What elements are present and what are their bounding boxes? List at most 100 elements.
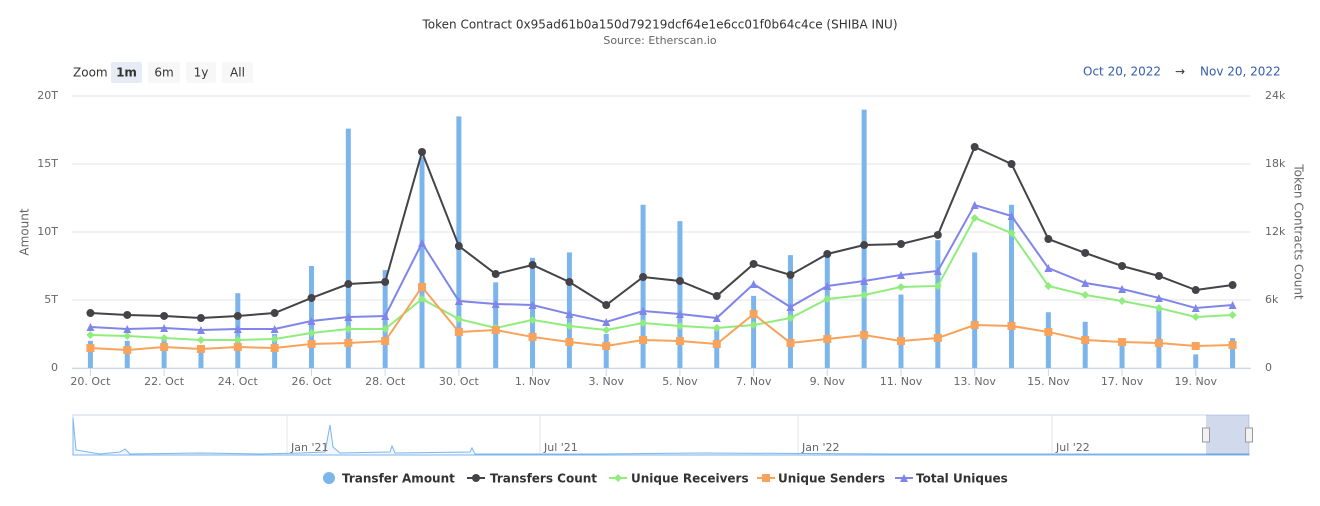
- marker: [123, 325, 132, 334]
- marker: [86, 344, 95, 353]
- marker: [1044, 264, 1053, 273]
- marker: [1118, 338, 1127, 347]
- bar: [530, 257, 536, 368]
- marker: [1228, 281, 1237, 290]
- bar: [1009, 204, 1015, 368]
- marker: [749, 280, 758, 289]
- marker: [418, 294, 427, 303]
- marker: [344, 280, 353, 289]
- marker: [749, 259, 758, 268]
- marker: [823, 281, 832, 290]
- x-tick-label: 28. Oct: [365, 375, 406, 388]
- marker: [123, 345, 132, 354]
- marker: [528, 300, 537, 309]
- marker: [86, 331, 95, 340]
- legend-label[interactable]: Transfer Amount: [342, 472, 455, 486]
- marker: [896, 240, 905, 249]
- marker: [307, 293, 316, 302]
- marker: [602, 300, 611, 309]
- marker: [823, 249, 832, 258]
- zoom-button[interactable]: [186, 62, 216, 83]
- line: [90, 145, 1233, 320]
- legend-label[interactable]: Total Uniques: [916, 472, 1008, 486]
- y2-tick-label: 12k: [1265, 225, 1286, 238]
- marker: [1081, 279, 1090, 287]
- marker: [1044, 327, 1053, 336]
- navigator-series: [72, 417, 1250, 456]
- navigator-mask[interactable]: [1206, 415, 1249, 455]
- x-tick-label: 20. Oct: [70, 375, 111, 388]
- line: [90, 285, 1233, 351]
- marker: [123, 310, 132, 319]
- navigator-label: Jul '22: [1055, 441, 1090, 454]
- marker: [307, 339, 316, 348]
- marker: [1081, 248, 1090, 257]
- marker: [749, 310, 758, 319]
- y-tick-label: 10T: [37, 225, 58, 238]
- zoom-button[interactable]: [111, 62, 142, 83]
- legend-item[interactable]: Unique Receivers: [609, 472, 749, 486]
- legend-label[interactable]: Transfers Count: [490, 472, 597, 486]
- legend-item[interactable]: Unique Senders: [757, 472, 885, 486]
- x-tick-label: 11. Nov: [880, 375, 923, 388]
- marker: [786, 270, 795, 279]
- legend-item[interactable]: Transfer Amount: [323, 472, 455, 486]
- marker: [933, 333, 942, 342]
- navigator-handle[interactable]: [1245, 427, 1253, 443]
- x-tick-label: 19. Nov: [1175, 375, 1218, 388]
- marker: [418, 238, 427, 247]
- x-tick-label: 15. Nov: [1027, 375, 1070, 388]
- zoom-button-label[interactable]: 1m: [116, 66, 137, 80]
- marker: [823, 334, 832, 343]
- x-tick-label: 30. Oct: [439, 375, 480, 388]
- marker: [1081, 336, 1090, 345]
- x-tick-label: 1. Nov: [515, 375, 551, 388]
- zoom-button-label[interactable]: 6m: [154, 66, 173, 80]
- bar: [87, 340, 93, 368]
- marker: [1154, 293, 1163, 302]
- y2-tick-label: 18k: [1265, 157, 1286, 170]
- navigator-label: Jan '21: [290, 441, 328, 454]
- navigator[interactable]: [72, 414, 1253, 456]
- marker: [786, 303, 795, 312]
- legend-item[interactable]: Transfers Count: [467, 472, 597, 486]
- zoom-button[interactable]: [148, 62, 180, 83]
- marker: [1044, 235, 1053, 244]
- marker: [1191, 286, 1200, 295]
- bar: [1119, 343, 1125, 368]
- marker: [381, 311, 390, 320]
- marker: [860, 331, 869, 340]
- range-to[interactable]: Nov 20, 2022: [1200, 65, 1281, 79]
- marker: [602, 342, 611, 351]
- marker: [1118, 262, 1127, 270]
- y2-tick-label: 24k: [1265, 89, 1286, 102]
- y2-axis-title: Token Contracts Count: [1292, 163, 1306, 300]
- marker: [786, 314, 795, 323]
- zoom-button-label[interactable]: All: [230, 66, 245, 80]
- marker: [970, 201, 979, 210]
- range-from[interactable]: Oct 20, 2022: [1083, 65, 1161, 79]
- marker: [528, 315, 537, 324]
- legend-symbol: [900, 474, 908, 482]
- y-tick-label: 20T: [37, 89, 58, 102]
- marker: [491, 270, 500, 279]
- zoom-button[interactable]: [222, 62, 253, 83]
- marker: [896, 337, 905, 346]
- marker: [528, 332, 537, 341]
- marker: [1154, 338, 1163, 347]
- legend-symbol: [614, 474, 622, 482]
- marker: [675, 321, 684, 330]
- marker: [823, 294, 832, 303]
- range-arrow: →: [1175, 65, 1185, 79]
- marker: [344, 338, 353, 347]
- marker: [675, 276, 684, 285]
- navigator-handle[interactable]: [1202, 427, 1210, 443]
- marker: [970, 143, 979, 151]
- marker: [1228, 310, 1237, 319]
- zoom-button-label[interactable]: 1y: [194, 66, 209, 80]
- marker: [1044, 281, 1053, 290]
- marker: [675, 310, 684, 319]
- legend-item[interactable]: Total Uniques: [895, 472, 1008, 486]
- legend-label[interactable]: Unique Receivers: [631, 472, 749, 486]
- legend-label[interactable]: Unique Senders: [778, 472, 885, 486]
